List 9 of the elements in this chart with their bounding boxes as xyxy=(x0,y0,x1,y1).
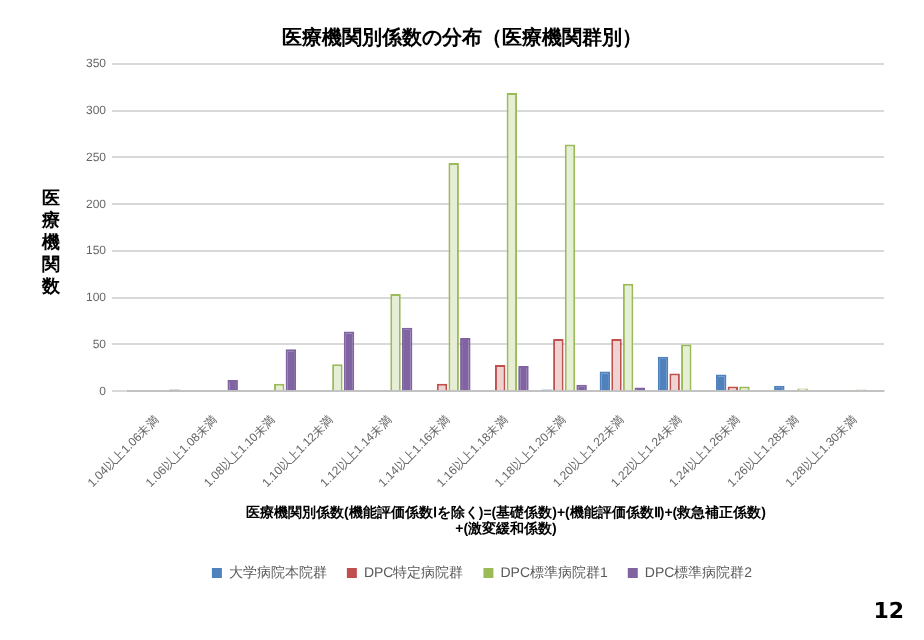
bar xyxy=(285,349,297,391)
bar xyxy=(657,356,669,391)
bar xyxy=(518,366,529,391)
text: 12 xyxy=(873,598,904,624)
chart-title: 医療機関別係数の分布（医療機関群別） xyxy=(280,25,644,52)
bar xyxy=(343,331,355,391)
bar xyxy=(460,337,471,391)
y-axis-title: 医療機関数 xyxy=(42,190,62,300)
bar xyxy=(401,327,413,391)
